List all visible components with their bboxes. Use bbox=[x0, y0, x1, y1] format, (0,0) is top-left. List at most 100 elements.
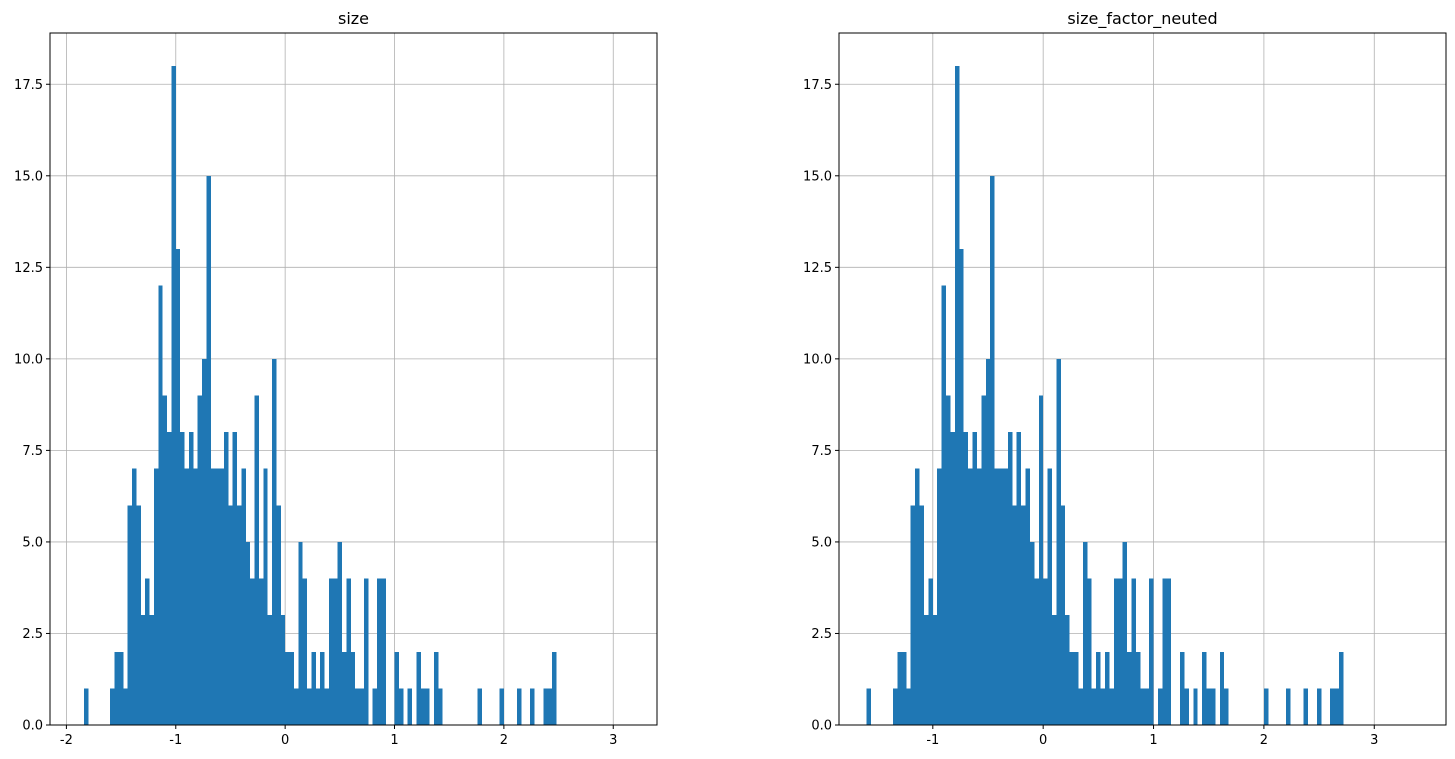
histogram-bar bbox=[315, 688, 321, 725]
histogram-bar bbox=[1100, 688, 1105, 725]
y-tick-label: 10.0 bbox=[14, 352, 43, 367]
histogram-bar bbox=[1263, 688, 1269, 725]
x-tick-label: -2 bbox=[60, 733, 73, 748]
histogram-bar bbox=[223, 432, 229, 725]
x-tick-label: -1 bbox=[169, 733, 182, 748]
histogram-bar bbox=[981, 395, 986, 725]
histogram-bar bbox=[1052, 615, 1057, 725]
histogram-bar bbox=[1021, 505, 1026, 725]
histogram-bar bbox=[206, 175, 211, 726]
histogram-bar bbox=[1118, 578, 1123, 725]
histogram-bar bbox=[219, 468, 224, 725]
histogram-bar bbox=[245, 541, 251, 725]
histogram-bar bbox=[1202, 651, 1207, 725]
histogram-bar bbox=[145, 578, 150, 725]
x-tick-label: 2 bbox=[500, 733, 508, 748]
histogram-bar bbox=[372, 688, 378, 725]
histogram-bar bbox=[171, 65, 176, 725]
histogram-bar bbox=[963, 432, 969, 725]
histogram-bar bbox=[333, 578, 338, 725]
histogram-bar bbox=[866, 688, 872, 725]
histogram-bar bbox=[1149, 578, 1154, 725]
y-tick-label: 17.5 bbox=[14, 78, 43, 93]
histogram-bar bbox=[381, 578, 386, 725]
histogram-bar bbox=[1091, 688, 1097, 725]
histogram-bar bbox=[320, 651, 325, 725]
histogram-bar bbox=[350, 651, 356, 725]
histogram-bar bbox=[1007, 432, 1013, 725]
histogram-bar bbox=[153, 468, 159, 725]
histogram-bar bbox=[1016, 432, 1022, 725]
histogram-bar bbox=[407, 688, 413, 725]
x-tick-label: -1 bbox=[926, 733, 939, 748]
histogram-bar bbox=[228, 505, 233, 725]
histogram-bar bbox=[237, 505, 242, 725]
histogram-bar bbox=[1140, 688, 1145, 725]
histogram-bar bbox=[547, 688, 553, 725]
histogram-bar bbox=[346, 578, 351, 725]
histogram-bar bbox=[1184, 688, 1189, 725]
histogram-bar bbox=[285, 651, 290, 725]
chart-title: size bbox=[338, 9, 369, 28]
histogram-bar bbox=[416, 651, 421, 725]
histogram-bar bbox=[433, 651, 439, 725]
histogram-bar bbox=[959, 249, 964, 725]
histogram-bar bbox=[1003, 468, 1008, 725]
histogram-bar bbox=[398, 688, 404, 725]
histogram-bar bbox=[1025, 468, 1030, 725]
histogram-bar bbox=[1316, 688, 1322, 725]
histogram-bar bbox=[530, 688, 535, 725]
histogram-bar bbox=[1056, 358, 1061, 725]
y-tick-label: 12.5 bbox=[14, 261, 43, 276]
histogram-bar bbox=[1038, 395, 1044, 725]
histogram-bar bbox=[1104, 651, 1110, 725]
histogram-bar bbox=[477, 688, 483, 725]
histogram-bar bbox=[1162, 578, 1167, 725]
histogram-bar bbox=[990, 175, 995, 726]
y-tick-label: 5.0 bbox=[811, 535, 832, 550]
histogram-bar bbox=[1206, 688, 1211, 725]
histogram-bar bbox=[543, 688, 548, 725]
histogram-bar bbox=[1303, 688, 1309, 725]
histogram-bar bbox=[1082, 541, 1088, 725]
histogram-bar bbox=[1047, 468, 1053, 725]
histogram-bar bbox=[302, 578, 308, 725]
histogram-bar bbox=[298, 541, 303, 725]
histogram-bar bbox=[363, 578, 369, 725]
histogram-bar bbox=[1122, 541, 1128, 725]
histogram-bar bbox=[1127, 651, 1132, 725]
histogram-bar bbox=[250, 578, 255, 725]
histogram-bar bbox=[552, 651, 557, 725]
y-tick-label: 0.0 bbox=[811, 719, 832, 734]
histogram-bar bbox=[127, 505, 133, 725]
histogram-bar bbox=[263, 468, 268, 725]
histogram-bar bbox=[950, 432, 955, 725]
histogram-bar bbox=[180, 432, 185, 725]
histogram-bar bbox=[355, 688, 360, 725]
x-tick-label: 3 bbox=[1370, 733, 1378, 748]
y-tick-label: 5.0 bbox=[22, 535, 43, 550]
histogram-bar bbox=[184, 468, 189, 725]
histogram-bar bbox=[1166, 578, 1172, 725]
histogram-bar bbox=[1330, 688, 1335, 725]
histogram-bar bbox=[118, 651, 124, 725]
histogram-bar bbox=[1135, 651, 1141, 725]
histogram-bar bbox=[1034, 578, 1039, 725]
histogram-bar bbox=[210, 468, 216, 725]
histogram-bar bbox=[1144, 688, 1150, 725]
y-tick-label: 0.0 bbox=[22, 719, 43, 734]
histogram-bar bbox=[293, 688, 299, 725]
x-tick-label: 2 bbox=[1260, 733, 1268, 748]
histogram-bar bbox=[342, 651, 347, 725]
histogram-bar bbox=[1224, 688, 1229, 725]
histogram-bar bbox=[1193, 688, 1198, 725]
histogram-bar bbox=[923, 615, 929, 725]
histogram-bar bbox=[1078, 688, 1083, 725]
x-tick-label: 3 bbox=[609, 733, 617, 748]
histogram-bar bbox=[919, 505, 924, 725]
histogram-bar bbox=[1210, 688, 1216, 725]
histogram-bar bbox=[499, 688, 504, 725]
histogram-bar bbox=[241, 468, 246, 725]
histogram-bar bbox=[175, 249, 181, 725]
